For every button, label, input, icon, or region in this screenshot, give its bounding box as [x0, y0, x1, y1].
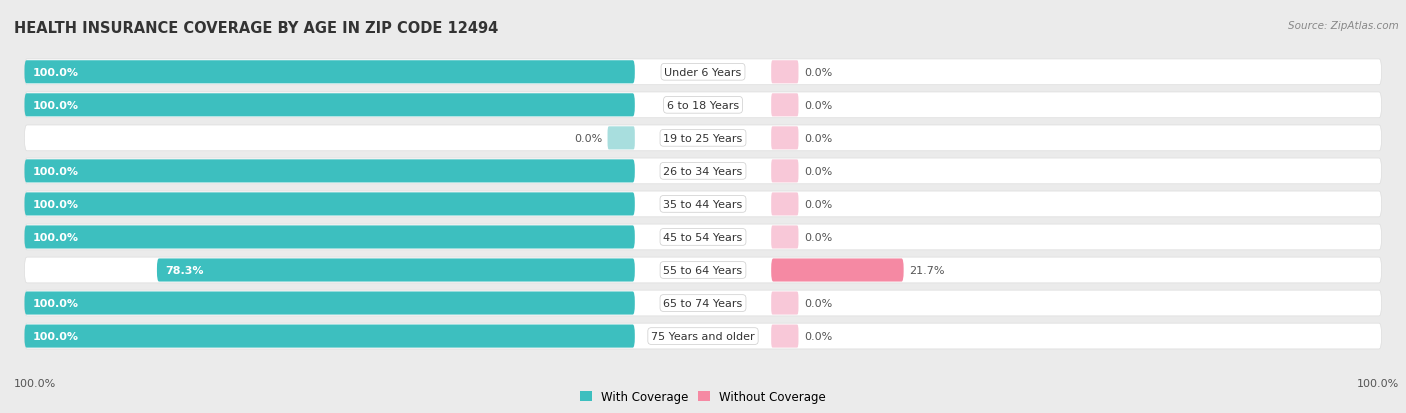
FancyBboxPatch shape — [24, 94, 636, 117]
FancyBboxPatch shape — [24, 193, 636, 216]
Text: 55 to 64 Years: 55 to 64 Years — [664, 265, 742, 275]
Text: 45 to 54 Years: 45 to 54 Years — [664, 233, 742, 242]
Text: 0.0%: 0.0% — [804, 68, 832, 78]
FancyBboxPatch shape — [24, 292, 636, 315]
FancyBboxPatch shape — [24, 325, 636, 348]
Text: 0.0%: 0.0% — [804, 101, 832, 111]
FancyBboxPatch shape — [24, 226, 636, 249]
Text: 100.0%: 100.0% — [32, 199, 79, 209]
FancyBboxPatch shape — [157, 259, 636, 282]
FancyBboxPatch shape — [24, 323, 1382, 349]
Text: 100.0%: 100.0% — [32, 298, 79, 308]
Text: 100.0%: 100.0% — [1357, 378, 1399, 388]
FancyBboxPatch shape — [24, 257, 1382, 283]
Text: 100.0%: 100.0% — [32, 68, 79, 78]
FancyBboxPatch shape — [24, 93, 1382, 119]
FancyBboxPatch shape — [772, 226, 799, 249]
FancyBboxPatch shape — [24, 159, 1382, 184]
Text: 26 to 34 Years: 26 to 34 Years — [664, 166, 742, 176]
Text: 100.0%: 100.0% — [32, 101, 79, 111]
Text: 0.0%: 0.0% — [574, 133, 602, 144]
Text: 78.3%: 78.3% — [165, 265, 204, 275]
Text: 0.0%: 0.0% — [804, 331, 832, 341]
FancyBboxPatch shape — [772, 61, 799, 84]
Text: 0.0%: 0.0% — [804, 133, 832, 144]
Legend: With Coverage, Without Coverage: With Coverage, Without Coverage — [579, 390, 827, 403]
Text: 0.0%: 0.0% — [804, 199, 832, 209]
FancyBboxPatch shape — [607, 127, 636, 150]
Text: 100.0%: 100.0% — [14, 378, 56, 388]
FancyBboxPatch shape — [24, 61, 636, 84]
FancyBboxPatch shape — [24, 192, 1382, 217]
FancyBboxPatch shape — [24, 126, 1382, 152]
Text: HEALTH INSURANCE COVERAGE BY AGE IN ZIP CODE 12494: HEALTH INSURANCE COVERAGE BY AGE IN ZIP … — [14, 21, 498, 36]
FancyBboxPatch shape — [24, 60, 1382, 85]
FancyBboxPatch shape — [24, 225, 1382, 250]
FancyBboxPatch shape — [772, 325, 799, 348]
FancyBboxPatch shape — [772, 259, 904, 282]
Text: 35 to 44 Years: 35 to 44 Years — [664, 199, 742, 209]
Text: 0.0%: 0.0% — [804, 166, 832, 176]
Text: 21.7%: 21.7% — [910, 265, 945, 275]
Text: 75 Years and older: 75 Years and older — [651, 331, 755, 341]
Text: 100.0%: 100.0% — [32, 331, 79, 341]
FancyBboxPatch shape — [772, 127, 799, 150]
FancyBboxPatch shape — [772, 292, 799, 315]
FancyBboxPatch shape — [24, 160, 636, 183]
Text: 6 to 18 Years: 6 to 18 Years — [666, 101, 740, 111]
Text: 100.0%: 100.0% — [32, 166, 79, 176]
Text: 0.0%: 0.0% — [804, 298, 832, 308]
FancyBboxPatch shape — [772, 94, 799, 117]
Text: 0.0%: 0.0% — [804, 233, 832, 242]
Text: 65 to 74 Years: 65 to 74 Years — [664, 298, 742, 308]
FancyBboxPatch shape — [772, 193, 799, 216]
FancyBboxPatch shape — [24, 290, 1382, 316]
Text: Under 6 Years: Under 6 Years — [665, 68, 741, 78]
Text: Source: ZipAtlas.com: Source: ZipAtlas.com — [1288, 21, 1399, 31]
Text: 19 to 25 Years: 19 to 25 Years — [664, 133, 742, 144]
FancyBboxPatch shape — [772, 160, 799, 183]
Text: 100.0%: 100.0% — [32, 233, 79, 242]
